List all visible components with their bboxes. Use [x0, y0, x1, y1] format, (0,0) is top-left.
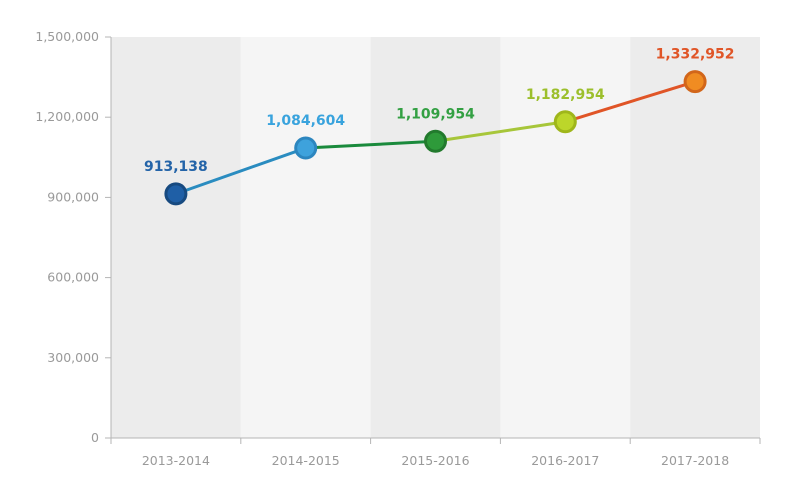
- category-band: [370, 37, 501, 438]
- series-segment: [174, 146, 308, 196]
- data-label: 1,332,952: [656, 47, 735, 63]
- data-point: [294, 136, 318, 160]
- series-segment: [304, 139, 437, 150]
- data-labels: 913,138 1,084,604 1,109,954 1,182,954 1,332,…: [144, 47, 734, 175]
- y-tick-label: 600,000: [47, 270, 99, 285]
- series-points: [164, 70, 707, 206]
- data-point: [683, 70, 707, 94]
- data-point: [424, 129, 447, 153]
- data-label: 1,084,604: [266, 113, 345, 129]
- x-tick-label: 2017-2018: [661, 453, 729, 468]
- data-label: 913,138: [144, 159, 208, 175]
- data-point: [164, 182, 188, 206]
- y-tick-label: 1,500,000: [35, 29, 99, 44]
- x-tick-label: 2013-2014: [142, 453, 210, 468]
- series-segment: [563, 80, 697, 124]
- axes: [110, 37, 760, 439]
- category-band: [111, 37, 241, 438]
- data-point: [553, 110, 577, 134]
- y-tick-label: 900,000: [47, 189, 99, 204]
- y-tick-label: 1,200,000: [35, 109, 99, 124]
- category-band: [240, 37, 371, 438]
- y-tick-label: 0: [91, 430, 99, 445]
- x-tick-label: 2015-2016: [401, 453, 469, 468]
- y-tick-label: 300,000: [47, 350, 99, 365]
- x-tick-label: 2014-2015: [272, 453, 340, 468]
- x-axis-ticks: 2013-2014 2014-2015 2015-2016 2016-2017 2017…: [110, 438, 761, 468]
- category-bands: [111, 37, 760, 438]
- category-band: [500, 37, 631, 438]
- series-segment: [434, 120, 567, 143]
- series-line: [174, 80, 697, 196]
- x-tick-label: 2016-2017: [531, 453, 599, 468]
- data-label: 1,182,954: [526, 87, 605, 103]
- data-label: 1,109,954: [396, 106, 475, 122]
- category-band: [630, 37, 760, 438]
- y-axis-ticks: 0 300,000 600,000 900,000 1,200,000 1,500,000: [35, 29, 111, 445]
